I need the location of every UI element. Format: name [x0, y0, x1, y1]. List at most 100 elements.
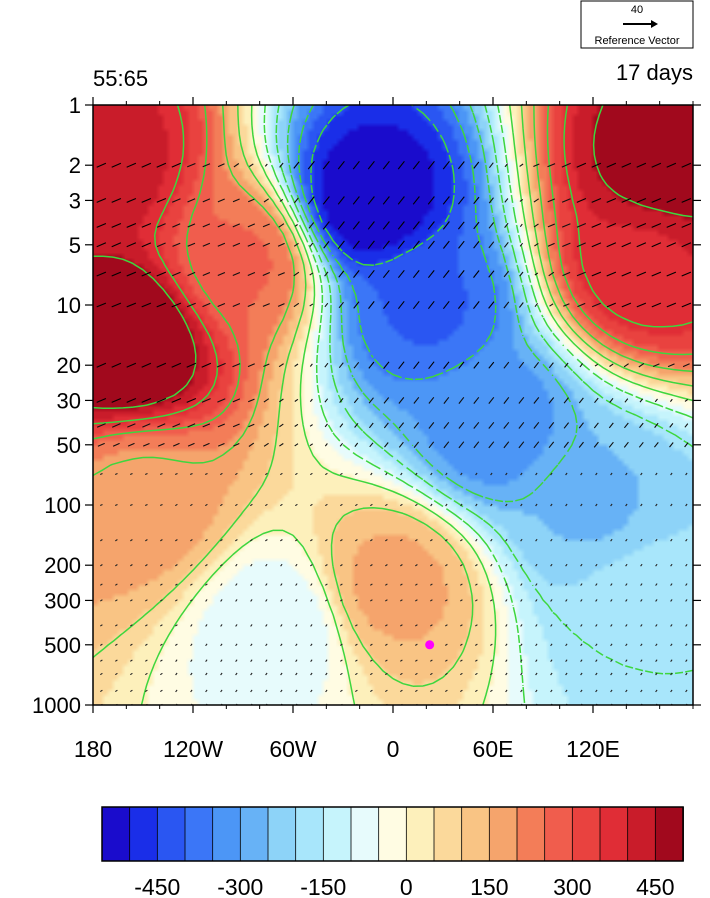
wind-vector	[309, 424, 313, 427]
wind-vector	[666, 242, 677, 248]
wind-vector	[666, 271, 677, 277]
wind-vector	[219, 503, 223, 507]
wind-vector	[621, 197, 632, 203]
wind-vector	[535, 672, 538, 676]
wind-vector	[325, 689, 328, 693]
wind-vector	[309, 363, 313, 367]
wind-vector	[640, 624, 643, 627]
colorbar-swatch	[627, 806, 657, 862]
wind-vector	[655, 599, 658, 602]
wind-vector	[202, 423, 211, 428]
wind-vector	[250, 643, 253, 647]
wind-vector	[249, 472, 253, 476]
wind-vector	[369, 672, 373, 676]
wind-vector	[277, 303, 285, 307]
wind-vector	[384, 599, 388, 602]
wind-vector	[126, 302, 137, 308]
wind-vector	[488, 441, 495, 449]
wind-vector	[548, 362, 554, 369]
wind-vector	[640, 563, 643, 567]
wind-vector	[190, 624, 193, 627]
wind-vector	[488, 301, 495, 309]
wind-vector	[280, 583, 283, 586]
wind-vector	[457, 301, 465, 309]
wind-vector	[144, 472, 148, 476]
wind-vector	[369, 503, 373, 507]
colorbar-swatch	[101, 806, 131, 862]
wind-vector	[655, 583, 658, 586]
colorbar-label: -150	[300, 874, 346, 898]
colorbar-swatch	[488, 806, 518, 862]
wind-vector	[593, 422, 599, 429]
wind-vector	[339, 659, 343, 662]
wind-vector	[474, 624, 478, 627]
wind-vector	[232, 242, 241, 247]
wind-vector	[429, 539, 433, 542]
wind-vector	[263, 363, 270, 368]
wind-vector	[144, 599, 148, 602]
wind-vector	[550, 472, 553, 476]
wind-vector	[205, 689, 208, 693]
wind-vector	[610, 538, 613, 542]
wind-vector	[427, 196, 435, 205]
wind-vector	[670, 503, 673, 507]
wind-vector	[279, 162, 284, 168]
wind-vector	[384, 539, 388, 542]
wind-vector	[638, 362, 645, 368]
wind-vector	[99, 672, 103, 676]
wind-vector	[247, 242, 256, 247]
wind-vector	[159, 503, 163, 507]
wind-vector	[623, 441, 629, 448]
wind-vector	[669, 442, 674, 448]
wind-vector	[217, 242, 226, 247]
wind-vector	[144, 503, 148, 507]
wind-vector	[533, 223, 539, 228]
wind-vector	[232, 302, 241, 308]
wind-vector	[458, 421, 465, 429]
wind-vector	[535, 659, 538, 662]
wind-vector	[398, 397, 405, 404]
wind-vector	[475, 538, 478, 542]
wind-vector	[323, 241, 330, 249]
wind-vector	[520, 643, 523, 647]
wind-vector	[235, 672, 238, 676]
wind-vector	[171, 271, 181, 277]
wind-vector	[159, 624, 163, 627]
wind-vector	[591, 302, 601, 308]
wind-vector	[187, 242, 196, 247]
wind-vector	[159, 472, 163, 476]
location-marker	[425, 640, 435, 650]
wind-vector	[235, 643, 238, 647]
wind-vector	[520, 538, 523, 542]
wind-vector	[488, 396, 495, 404]
reference-vector-magnitude: 40	[631, 4, 643, 16]
wind-vector	[591, 197, 602, 203]
wind-vector	[265, 672, 268, 676]
wind-vector	[548, 271, 555, 277]
wind-vector	[114, 643, 118, 646]
wind-vector	[653, 442, 659, 448]
wind-vector	[294, 398, 299, 402]
wind-vector	[294, 423, 299, 427]
wind-vector	[159, 689, 163, 693]
wind-vector	[278, 363, 284, 368]
wind-vector	[367, 240, 375, 250]
wind-vector	[354, 583, 358, 586]
wind-vector	[338, 301, 344, 309]
shaded-field	[93, 105, 693, 705]
wind-vector	[309, 539, 313, 542]
wind-vector	[636, 162, 647, 168]
wind-vector	[533, 421, 540, 429]
wind-vector	[591, 271, 602, 277]
colorbar-swatch	[295, 806, 325, 862]
wind-vector	[621, 222, 632, 228]
wind-vector	[247, 363, 255, 368]
wind-vector	[670, 472, 673, 476]
wind-vector	[309, 303, 314, 307]
wind-vector	[354, 689, 358, 693]
wind-vector	[339, 672, 343, 676]
wind-vector	[490, 503, 493, 507]
wind-vector	[382, 160, 390, 170]
wind-vector	[414, 583, 418, 586]
wind-vector	[595, 563, 598, 567]
